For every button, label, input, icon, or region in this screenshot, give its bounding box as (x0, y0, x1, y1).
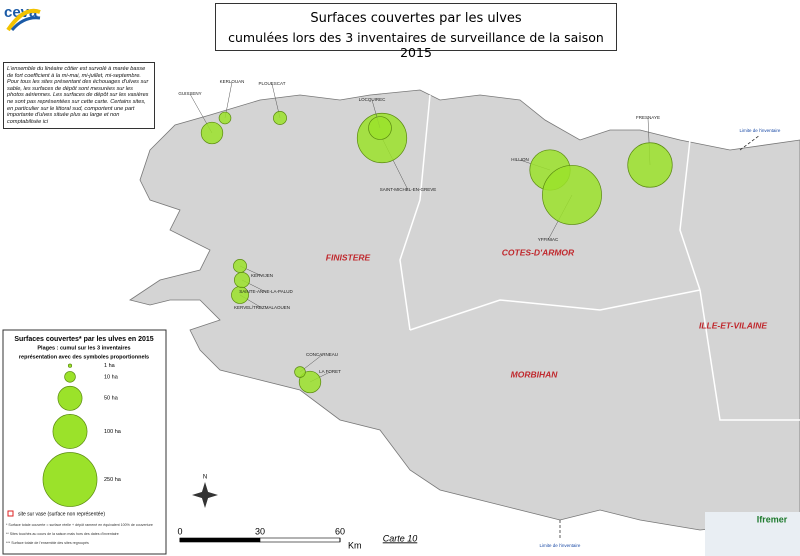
site-label: SAINT-MICHEL-EN-GREVE (380, 187, 437, 192)
site-symbol (627, 142, 673, 188)
site-label: KERLOUAN (220, 79, 245, 84)
site-label: YFFINIAC (538, 237, 559, 242)
site-label: HILLION (511, 157, 529, 162)
site-label: FRESNAYE (636, 115, 660, 120)
partner-band (705, 512, 800, 556)
legend: Surfaces couvertes* par les ulves en 201… (2, 329, 167, 555)
logo-mark (6, 8, 41, 32)
limit-label: Limite de l'inventaire (540, 543, 581, 548)
site-symbol (298, 370, 322, 394)
site-symbol (200, 121, 224, 145)
border (679, 139, 701, 291)
land (129, 89, 800, 531)
department-label: MORBIHAN (511, 369, 559, 379)
legend-size-label: 1 ha (104, 363, 116, 369)
site-label: LOCQUIREC (359, 97, 387, 102)
scale-label: 60 (335, 526, 345, 536)
border (399, 94, 431, 331)
header: Surfaces couvertes par les ulves cumulée… (215, 3, 617, 60)
legend-size-label: 50 ha (104, 396, 119, 402)
inventory-limits (559, 134, 761, 540)
legend-subtitle: Plages : cumul sur les 3 inventaires (37, 345, 130, 351)
legend-size-label: 250 ha (104, 477, 122, 483)
department-label: COTES-D'ARMOR (502, 247, 575, 257)
legend-symbol (67, 363, 73, 368)
vase-label: site sur vase (surface non représentée) (18, 511, 105, 517)
border (699, 289, 800, 421)
compass: N (192, 475, 218, 508)
legend-symbol (57, 385, 83, 411)
site-symbol (294, 366, 306, 378)
legend-size-label: 100 ha (104, 429, 122, 435)
legend-box (2, 329, 167, 555)
legend-size-label: 10 ha (104, 374, 119, 380)
logo: ceva (4, 4, 46, 56)
compass-rose (192, 482, 218, 508)
title: Surfaces couvertes par les ulves (310, 11, 522, 26)
scale-segment (179, 537, 261, 543)
site-label: LA FORET (319, 369, 341, 374)
site-symbol (273, 111, 287, 125)
site-label: CONCARNEAU (306, 352, 338, 357)
compass-n: N (203, 475, 207, 481)
site-symbol (234, 272, 250, 288)
site-label: SAINTE-ANNE-LA-PALUD (239, 289, 293, 294)
scale-label: 0 (177, 526, 182, 536)
partner-label: Ifremer (757, 514, 788, 524)
legend-symbol (42, 452, 98, 507)
map-label: Carte 10 (383, 533, 418, 543)
site-symbol (542, 165, 602, 225)
vase-symbol (7, 510, 14, 517)
limit-label: Limite de l'inventaire (740, 128, 781, 133)
logo-text: ceva (4, 4, 38, 21)
site-label: PLOUESCAT (259, 81, 286, 86)
site-symbol (368, 116, 392, 140)
subtitle: cumulées lors des 3 inventaires de surve… (228, 30, 604, 60)
department-label: FINISTERE (326, 252, 371, 262)
footnote: ** Sites touchés au cours de la saison m… (6, 532, 119, 536)
scale-unit: Km (348, 540, 362, 550)
legend-title: Surfaces couvertes* par les ulves en 201… (14, 336, 153, 343)
limit-line (739, 134, 761, 151)
site-symbol (218, 111, 232, 125)
scale-segment (259, 537, 341, 543)
border (409, 289, 701, 331)
department-borders (399, 94, 800, 421)
site-label: KERVIJEN (251, 273, 273, 278)
scale-label: 30 (255, 526, 265, 536)
footnote: *** Surface totale de l'ensemble des sit… (6, 541, 89, 545)
intro-text: L'ensemble du linéaire côtier est survol… (3, 62, 155, 130)
footnote: * Surface totale couverte = surface réel… (6, 523, 153, 527)
legend-symbol (52, 414, 88, 449)
legend-note: représentation avec des symboles proport… (19, 354, 149, 360)
department-label: ILLE-ET-VILAINE (699, 320, 767, 330)
site-label: KERVEL/TREZMALAOUEN (234, 305, 290, 310)
site-symbol (233, 259, 247, 273)
legend-symbol (64, 371, 76, 383)
site-label: GUISSENY (178, 91, 201, 96)
